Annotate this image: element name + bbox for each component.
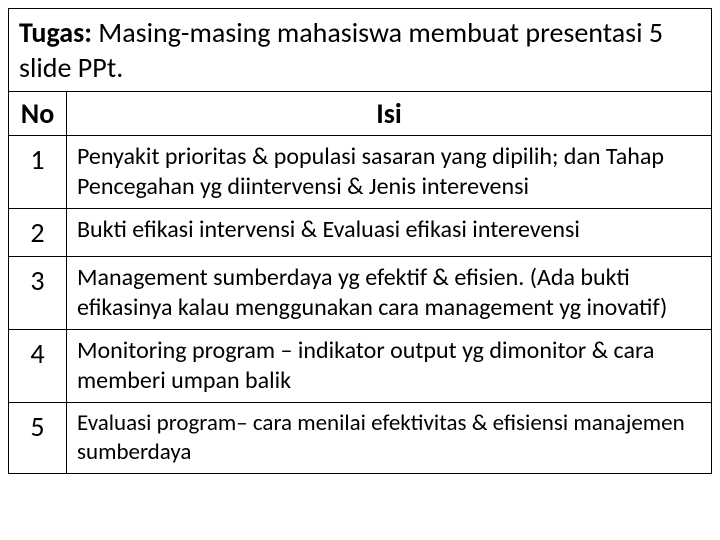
header-no: No xyxy=(9,92,67,136)
header-isi: Isi xyxy=(67,92,712,136)
title-row: Tugas: Masing-masing mahasiswa membuat p… xyxy=(9,9,712,92)
cell-no: 3 xyxy=(9,257,67,330)
table-row: 3 Management sumberdaya yg efektif & efi… xyxy=(9,257,712,330)
cell-isi: Penyakit prioritas & populasi sasaran ya… xyxy=(67,136,712,209)
table-row: 1 Penyakit prioritas & populasi sasaran … xyxy=(9,136,712,209)
title-cell: Tugas: Masing-masing mahasiswa membuat p… xyxy=(9,9,712,92)
table-row: 2 Bukti efikasi intervensi & Evaluasi ef… xyxy=(9,209,712,257)
cell-isi: Evaluasi program– cara menilai efektivit… xyxy=(67,403,712,474)
table-row: 5 Evaluasi program– cara menilai efektiv… xyxy=(9,403,712,474)
cell-no: 5 xyxy=(9,403,67,474)
title-label: Tugas: xyxy=(19,15,92,50)
cell-isi: Bukti efikasi intervensi & Evaluasi efik… xyxy=(67,209,712,257)
assignment-table: Tugas: Masing-masing mahasiswa membuat p… xyxy=(8,8,712,474)
cell-isi: Management sumberdaya yg efektif & efisi… xyxy=(67,257,712,330)
cell-isi: Monitoring program – indikator output yg… xyxy=(67,330,712,403)
table-row: 4 Monitoring program – indikator output … xyxy=(9,330,712,403)
header-row: No Isi xyxy=(9,92,712,136)
cell-no: 4 xyxy=(9,330,67,403)
cell-no: 1 xyxy=(9,136,67,209)
title-text: Masing-masing mahasiswa membuat presenta… xyxy=(19,15,663,85)
cell-no: 2 xyxy=(9,209,67,257)
